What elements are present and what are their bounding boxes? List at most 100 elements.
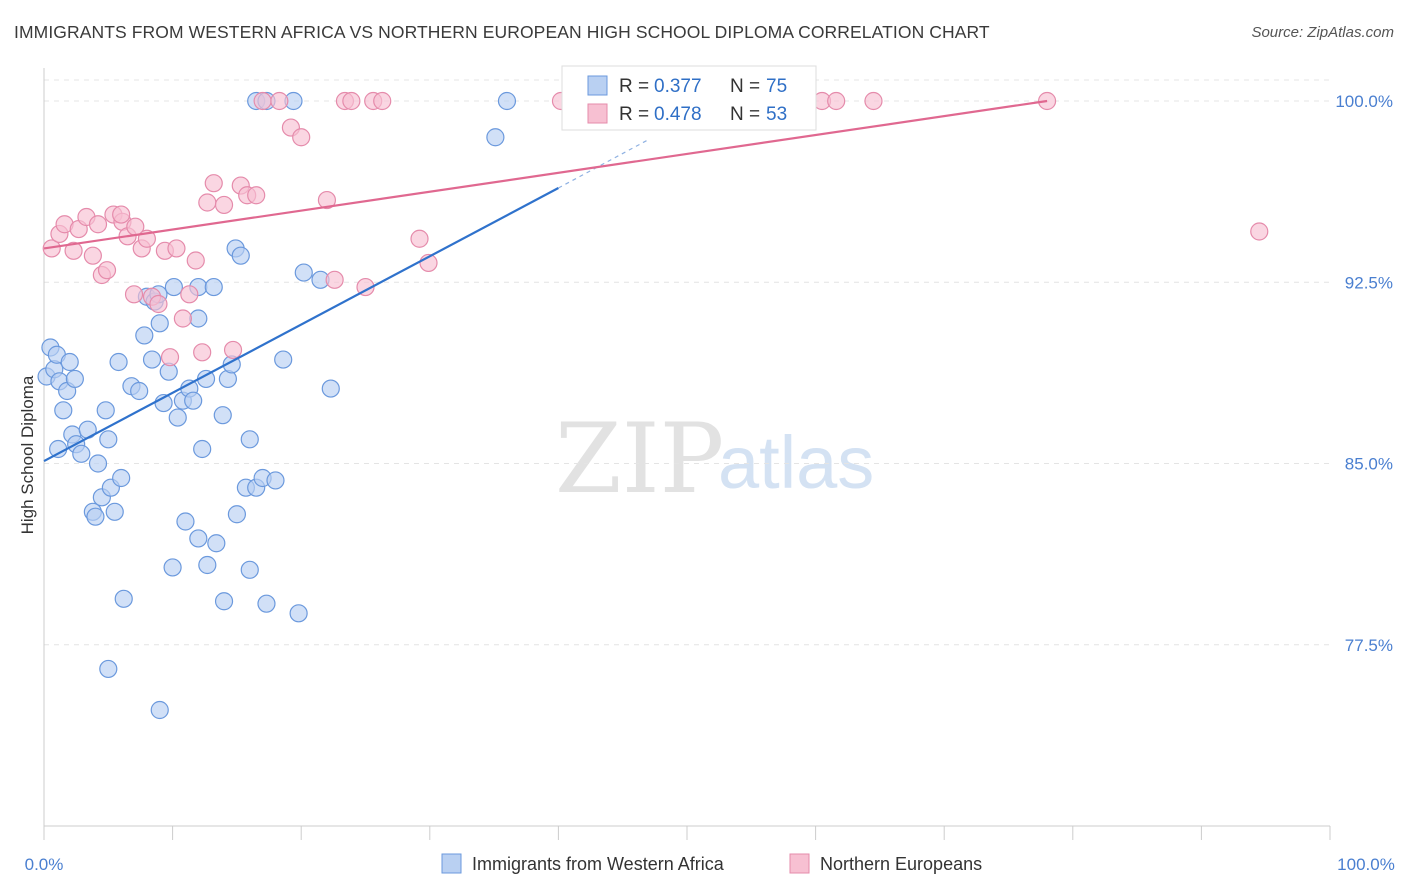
western-africa-point [240,430,259,449]
northern-europeans-point [325,270,344,289]
western-africa-point [60,352,79,372]
legend-top-pink-n-label: N = [730,104,760,125]
western-africa-point [99,659,118,679]
northern-europeans-point [373,91,392,111]
western-africa-point [231,246,250,265]
x-tick-label: 100.0% [1337,855,1395,874]
legend-top-pink-r-label: R = [619,104,649,125]
northern-europeans-point [253,91,272,111]
trend-lines [43,99,1048,463]
western-africa-point [198,555,217,575]
western-africa-point [189,529,208,548]
watermark-atlas: atlas [718,421,874,504]
y-tick-label: 85.0% [1345,455,1393,474]
western-africa-point [54,401,73,420]
western-africa-point [65,369,84,389]
western-africa-point [150,314,169,333]
trend-line-northern-europeans [43,99,1048,250]
northern-europeans-point [410,229,429,248]
western-africa-point [109,352,128,372]
y-axis-label: High School Diploma [18,375,37,534]
western-africa-point [289,604,308,623]
northern-europeans-point [97,261,117,280]
western-africa-point [240,560,259,579]
western-africa-point [135,326,154,345]
northern-europeans-point [223,340,243,360]
legend-top-blue-r-label: R = [619,76,649,97]
series-western-africa [37,91,517,720]
northern-europeans-point [247,186,266,205]
legend-top-pink-n-value: 53 [766,104,787,125]
northern-europeans-point [88,215,108,234]
northern-europeans-point [124,285,144,304]
western-africa-point [497,91,517,111]
northern-europeans-point [204,174,223,193]
northern-europeans-point [270,91,289,111]
western-africa-point [266,471,285,490]
western-africa-point [96,401,115,420]
legend-top-pink-swatch [587,103,608,124]
western-africa-point [176,512,195,531]
western-africa-point [486,128,505,147]
legend-bottom-pink-swatch [789,853,810,874]
western-africa-point [49,439,68,459]
y-tick-label: 92.5% [1345,273,1393,292]
northern-europeans-point [827,91,846,111]
x-tick-label: 0.0% [25,855,64,874]
northern-europeans-point [173,309,192,328]
western-africa-point [257,594,276,613]
northern-europeans-point [198,193,217,212]
western-africa-point [207,534,226,553]
legend-bottom-blue-swatch [441,853,462,874]
legend-bottom-pink-label: Northern Europeans [820,854,982,874]
trend-line-western-africa-extension [558,139,649,189]
western-africa-point [105,502,124,521]
western-africa-point [189,309,208,328]
western-africa-point [130,381,149,401]
western-africa-point [193,439,212,459]
northern-europeans-point [193,343,212,362]
northern-europeans-point [64,241,83,260]
western-africa-point [168,408,187,427]
northern-europeans-point [292,128,311,147]
northern-europeans-point [160,348,180,367]
source-label: Source: ZipAtlas.com [1251,24,1394,41]
northern-europeans-point [180,285,199,304]
northern-europeans-point [342,91,361,111]
western-africa-point [114,589,133,608]
legend-top-blue-swatch [587,75,608,96]
legend-top-pink-r-value: 0.478 [654,104,702,125]
western-africa-point [86,507,105,526]
western-africa-point [274,350,293,369]
western-africa-point [142,350,162,369]
axis-ticks: 77.5% 85.0% 92.5% 100.0% 0.0% 100.0% [25,92,1395,874]
western-africa-point [213,406,232,425]
series-northern-europeans [42,91,1269,367]
northern-europeans-point [42,239,61,258]
northern-europeans-point [864,91,883,111]
chart-title: IMMIGRANTS FROM WESTERN AFRICA VS NORTHE… [14,22,990,42]
legend-bottom: Immigrants from Western Africa Northern … [441,853,982,874]
northern-europeans-point [1250,222,1269,241]
y-tick-label: 77.5% [1345,636,1393,655]
northern-europeans-point [149,294,168,314]
western-africa-point [214,592,234,611]
northern-europeans-point [317,190,337,210]
western-africa-point [184,391,203,410]
legend-bottom-blue-label: Immigrants from Western Africa [472,854,725,874]
northern-europeans-point [83,246,102,265]
western-africa-point [321,379,340,398]
watermark-zip: ZIP [555,403,724,515]
western-africa-point [88,454,108,473]
trend-line-western-africa [43,187,559,463]
western-africa-point [204,277,223,297]
northern-europeans-point [186,251,205,270]
western-africa-point [227,505,246,524]
western-africa-point [294,263,313,282]
legend-top-blue-r-value: 0.377 [654,76,702,97]
legend-top: R = 0.377 N = 75 R = 0.478 N = 53 [561,65,817,131]
western-africa-point [99,430,118,449]
northern-europeans-point [167,239,186,258]
western-africa-point [163,558,182,577]
legend-top-blue-n-value: 75 [766,76,787,97]
